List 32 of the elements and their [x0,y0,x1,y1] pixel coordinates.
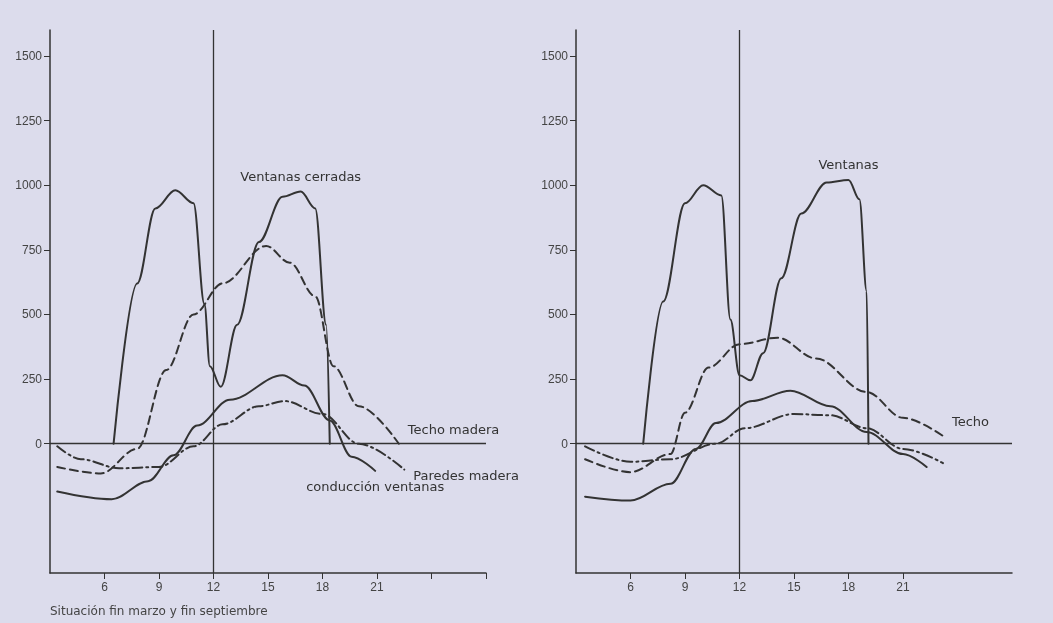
y-tick-label: 750 [547,242,569,257]
y-tick-label: 1500 [15,48,43,63]
y-tick-label: 1500 [541,48,569,63]
y-tick-label: 0 [561,436,569,451]
x-tick-label: 12 [732,580,747,594]
x-tick-label: 15 [787,580,801,594]
y-tick-label: 0 [35,436,43,451]
x-tick-label: 15 [261,580,275,594]
y-tick-label: 500 [21,307,43,322]
x-tick-label: 9 [155,580,163,594]
y-tick-label: 250 [21,372,43,387]
text: Situación fin marzo y fin septiembre [50,604,268,618]
x-tick-label: 21 [370,580,384,594]
y-tick-label: 750 [21,242,43,257]
y-tick-label: 1250 [15,113,43,128]
series-label: Techo [950,414,990,430]
series-label: Techo madera [406,422,500,438]
x-tick-label: 6 [101,580,109,594]
x-tick-label: 18 [841,580,856,594]
y-tick-label: 250 [547,372,569,387]
x-tick-label: 6 [627,580,635,594]
series-label: Ventanas cerradas [240,168,362,184]
x-tick-label: 9 [681,580,689,594]
series-label: Ventanas [818,156,879,172]
y-tick-label: 500 [547,307,569,322]
y-tick-label: 1000 [15,178,43,193]
x-tick-label: 12 [206,580,221,594]
y-tick-label: 1000 [541,178,569,193]
x-tick-label: 21 [896,580,910,594]
series-label: Paredes madera [413,468,519,484]
y-tick-label: 1250 [541,113,569,128]
x-tick-label: 18 [315,580,330,594]
